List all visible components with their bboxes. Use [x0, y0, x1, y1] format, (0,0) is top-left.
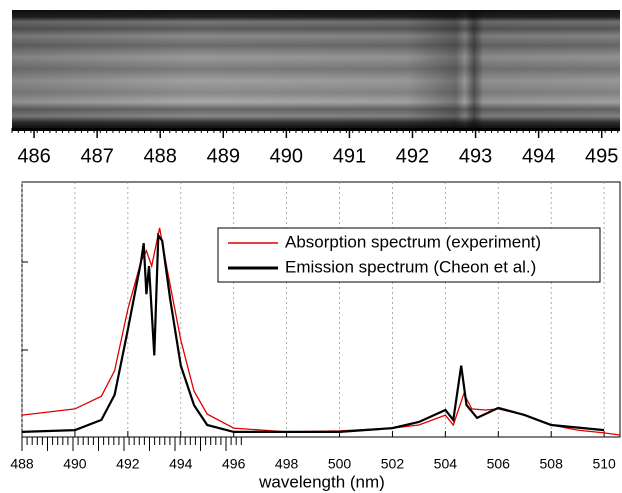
x-tick-label: 508 — [540, 456, 564, 472]
x-tick-label: 495 — [585, 145, 618, 167]
x-tick-label: 490 — [270, 145, 303, 167]
legend-box — [217, 227, 601, 283]
x-tick-label: 494 — [522, 145, 555, 167]
x-tick-label: 498 — [275, 456, 299, 472]
legend-label: Emission spectrum (Cheon et al.) — [285, 257, 536, 276]
plot-frame — [21, 181, 621, 438]
x-tick-label: 489 — [207, 145, 240, 167]
x-tick-label: 502 — [381, 456, 405, 472]
legend: Absorption spectrum (experiment) Emission… — [217, 227, 601, 283]
x-tick-label: 486 — [17, 145, 50, 167]
axis-bar — [12, 128, 620, 131]
x-axis-label: wavelength (nm) — [258, 472, 385, 491]
x-tick-label: 500 — [328, 456, 352, 472]
x-tick-label: 506 — [487, 456, 511, 472]
x-tick-label: 496 — [222, 456, 246, 472]
series-line — [21, 232, 605, 433]
x-tick-label: 494 — [169, 456, 193, 472]
x-tick-label: 488 — [10, 456, 34, 472]
x-tick-label: 488 — [144, 145, 177, 167]
x-tick-label: 493 — [459, 145, 492, 167]
x-tick-label: 490 — [63, 456, 87, 472]
spectrum-shading — [12, 10, 620, 128]
legend-label: Absorption spectrum (experiment) — [285, 232, 541, 251]
x-tick-label: 492 — [396, 145, 429, 167]
x-tick-label: 491 — [333, 145, 366, 167]
x-tick-label: 492 — [116, 456, 140, 472]
x-tick-label: 510 — [592, 456, 616, 472]
x-tick-label: 504 — [434, 456, 458, 472]
x-tick-label: 487 — [80, 145, 113, 167]
spectrogram — [12, 10, 620, 128]
